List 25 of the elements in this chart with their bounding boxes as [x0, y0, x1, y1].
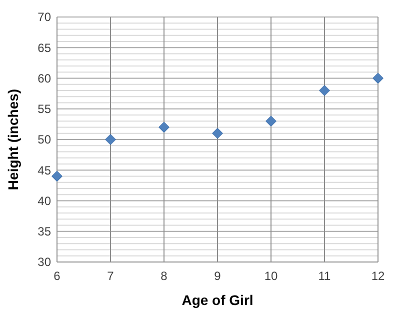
y-tick-label: 40	[38, 194, 52, 208]
x-tick-label: 12	[371, 269, 385, 283]
x-tick-label: 7	[107, 269, 114, 283]
point	[158, 122, 170, 133]
point	[266, 116, 276, 127]
y-tick-label: 50	[38, 132, 52, 147]
point	[212, 128, 223, 139]
point	[372, 72, 384, 84]
x-tick-label: 8	[160, 269, 168, 283]
y-tick-label: 70	[38, 10, 52, 24]
y-tick-label: 65	[38, 40, 52, 55]
x-tick-label: 10	[264, 269, 278, 283]
point	[105, 134, 116, 145]
x-tick-label: 9	[214, 269, 222, 283]
y-tick-label: 35	[38, 224, 52, 239]
y-tick-label: 60	[38, 71, 52, 86]
x-axis-title: Age of Girl	[182, 292, 254, 308]
point	[319, 85, 330, 96]
point	[52, 170, 62, 182]
y-tick-label: 55	[38, 102, 52, 116]
y-axis-title: Height (inches)	[5, 88, 21, 190]
y-tick-label: 45	[38, 163, 52, 178]
x-tick-label: 11	[318, 269, 332, 283]
x-tick-label: 6	[54, 269, 61, 283]
y-tick-label: 30	[38, 255, 52, 270]
